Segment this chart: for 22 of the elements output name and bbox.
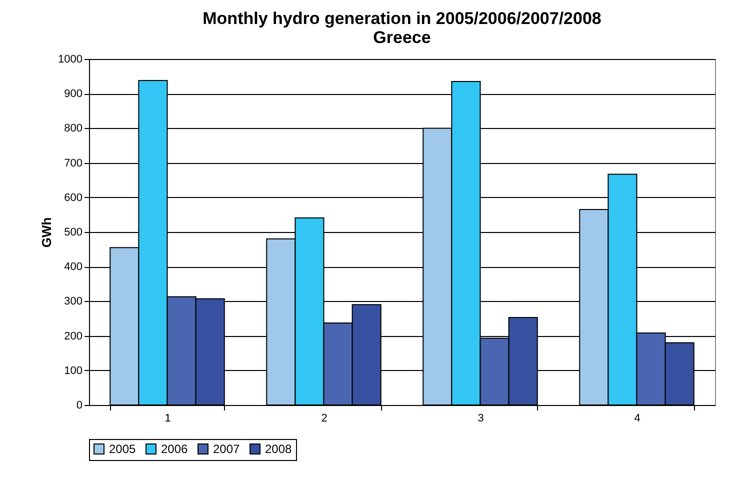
y-tick-label: 100 [64, 364, 82, 377]
chart-title: Monthly hydro generation in 2005/2006/2007/2008 [202, 9, 602, 28]
y-axis-title: GWh [39, 217, 54, 248]
legend-label: 2008 [265, 442, 292, 456]
y-tick-label: 700 [64, 157, 82, 170]
legend-label: 2007 [213, 442, 240, 456]
chart-subtitle: Greece [373, 28, 431, 47]
y-tick-label: 200 [64, 330, 82, 342]
y-tick-label: 900 [64, 88, 82, 100]
y-tick-label: 800 [64, 122, 82, 135]
y-tick-label: 300 [64, 296, 82, 308]
legend-label: 2006 [161, 442, 188, 456]
legend-label: 2005 [109, 442, 136, 456]
x-tick-label: 4 [634, 412, 640, 424]
x-tick-label: 2 [321, 412, 328, 424]
y-tick-label: 400 [64, 261, 82, 274]
y-tick-label: 0 [76, 400, 82, 412]
y-tick-label: 500 [64, 226, 82, 238]
x-tick-label: 3 [478, 412, 484, 424]
x-tick-label: 1 [164, 412, 171, 424]
y-tick-label: 600 [64, 192, 82, 204]
y-tick-label: 1000 [58, 54, 82, 66]
